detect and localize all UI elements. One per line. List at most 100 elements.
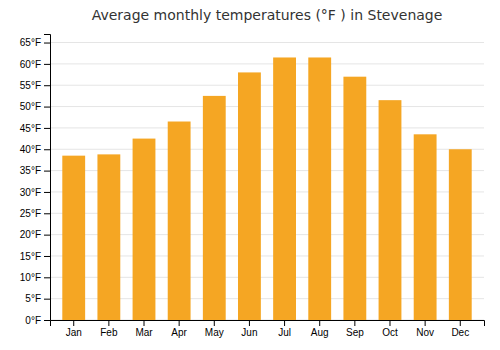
x-tick-label: May	[205, 327, 224, 338]
y-tick-mark	[44, 43, 50, 44]
y-tick: 25°F	[20, 208, 50, 219]
y-axis: 0°F 5°F 10°F 15°F 20°F 25°F 30°F 35°F 40°F 45°F 50…	[20, 35, 51, 326]
x-tick-mark	[214, 320, 215, 326]
y-tick-mark	[44, 171, 50, 172]
y-tick-label: 65°F	[20, 37, 41, 48]
x-tick: Jun	[241, 320, 257, 338]
y-tick-mark	[44, 299, 50, 300]
y-tick: 20°F	[20, 229, 50, 240]
y-tick: 50°F	[20, 101, 50, 112]
y-tick-mark	[44, 64, 50, 65]
y-tick-mark	[44, 128, 50, 129]
grid-line	[50, 63, 484, 64]
x-tick-mark	[425, 320, 426, 326]
x-tick-label: Aug	[311, 327, 329, 338]
y-tick-label: 45°F	[20, 123, 41, 134]
y-tick-label: 60°F	[20, 59, 41, 70]
y-tick-mark	[44, 235, 50, 236]
bar	[62, 156, 85, 320]
y-tick-label: 25°F	[20, 208, 41, 219]
title: Average monthly temperatures (°F ) in St…	[92, 7, 443, 23]
x-tick: Jul	[278, 320, 291, 338]
y-tick-mark	[44, 192, 50, 193]
grid-line	[50, 42, 484, 43]
x-tick-mark	[179, 320, 180, 326]
bar	[379, 100, 402, 320]
y-tick: 40°F	[20, 144, 50, 155]
y-tick-label: 50°F	[20, 101, 41, 112]
x-tick: Sep	[346, 320, 364, 338]
x-tick: Jan	[66, 320, 82, 338]
x-tick-label: Apr	[171, 327, 187, 338]
bar	[414, 134, 437, 320]
y-tick-label: 10°F	[20, 272, 41, 283]
y-tick: 55°F	[20, 80, 50, 91]
x-tick-mark	[460, 320, 461, 326]
x-tick-mark	[73, 320, 74, 326]
grid-line	[50, 127, 484, 128]
y-tick-label: 5°F	[25, 293, 41, 304]
y-tick-label: 0°F	[25, 315, 41, 326]
y-tick-mark	[44, 213, 50, 214]
x-axis: Jan Feb Mar Apr May Jun Jul Aug Sep Oct Nov Dec	[51, 320, 485, 338]
bar	[308, 57, 331, 320]
y-tick-label: 55°F	[20, 80, 41, 91]
x-tick-label: Mar	[135, 327, 153, 338]
y-tick: 45°F	[20, 123, 50, 134]
y-tick-mark	[44, 149, 50, 150]
x-axis-line	[51, 321, 485, 327]
y-tick-mark	[44, 256, 50, 257]
grid	[50, 43, 484, 320]
y-tick-label: 15°F	[20, 251, 41, 262]
x-tick-mark	[144, 320, 145, 326]
chart: 0°F 5°F 10°F 15°F 20°F 25°F 30°F 35°F 40°F 45°F 50…	[0, 0, 500, 350]
bar	[449, 149, 472, 320]
y-tick-mark	[44, 320, 50, 321]
x-tick: Aug	[311, 320, 329, 338]
bar	[238, 72, 261, 320]
x-tick-mark	[284, 320, 285, 326]
y-tick: 30°F	[20, 187, 50, 198]
x-tick-label: Feb	[100, 327, 118, 338]
bar	[203, 96, 226, 320]
x-tick: Nov	[416, 320, 434, 338]
x-tick-mark	[354, 320, 355, 326]
x-tick: Feb	[100, 320, 118, 338]
x-tick: May	[205, 320, 224, 338]
x-tick-label: Jul	[278, 327, 291, 338]
bar	[273, 57, 296, 320]
x-tick: Oct	[382, 320, 398, 338]
bar	[97, 154, 120, 320]
bar	[343, 77, 366, 320]
x-tick-mark	[319, 320, 320, 326]
x-tick-mark	[389, 320, 390, 326]
x-tick-mark	[249, 320, 250, 326]
bar	[133, 139, 156, 320]
grid-line	[50, 106, 484, 107]
x-tick-label: Dec	[451, 327, 469, 338]
grid-line	[50, 85, 484, 86]
x-tick-label: Jun	[241, 327, 257, 338]
y-tick-mark	[44, 277, 50, 278]
x-tick: Mar	[135, 320, 153, 338]
x-tick-mark	[108, 320, 109, 326]
x-tick: Apr	[171, 320, 187, 338]
x-tick-label: Nov	[416, 327, 434, 338]
y-tick-label: 30°F	[20, 187, 41, 198]
bars	[62, 57, 471, 320]
y-tick: 5°F	[25, 293, 50, 304]
x-tick-label: Jan	[66, 327, 82, 338]
y-tick: 35°F	[20, 165, 50, 176]
y-tick: 15°F	[20, 251, 50, 262]
y-tick-label: 20°F	[20, 229, 41, 240]
y-tick: 65°F	[20, 37, 50, 48]
y-tick-label: 35°F	[20, 165, 41, 176]
y-tick: 10°F	[20, 272, 50, 283]
y-tick-mark	[44, 85, 50, 86]
y-axis-line	[44, 35, 51, 321]
y-tick-mark	[44, 107, 50, 108]
x-tick-label: Sep	[346, 327, 364, 338]
x-tick-label: Oct	[382, 327, 398, 338]
y-tick: 0°F	[25, 315, 50, 326]
y-tick: 60°F	[20, 59, 50, 70]
